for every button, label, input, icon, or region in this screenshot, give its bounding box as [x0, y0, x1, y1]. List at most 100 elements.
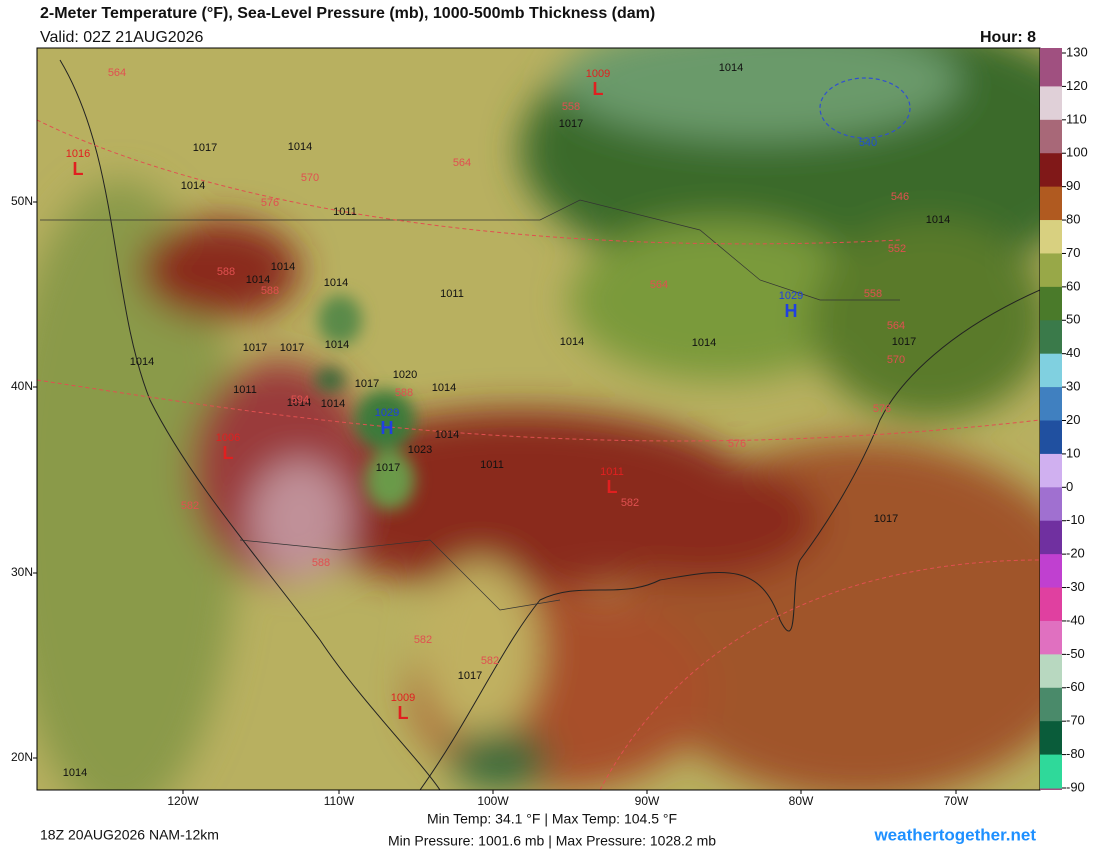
thickness-label: 588: [217, 266, 235, 278]
pressure-center-symbol: L: [398, 703, 409, 723]
pressure-center-value: 1016: [66, 148, 90, 160]
isobar-label: 1014: [324, 277, 348, 289]
colorbar-tick-label: -90: [1066, 779, 1085, 794]
longitude-label: 90W: [635, 794, 660, 808]
coastline: [419, 289, 1040, 790]
isobar-label: 1014: [130, 356, 154, 368]
colorbar: 1301201101009080706050403020100-10-20-30…: [1040, 44, 1088, 794]
isobar-label: 1014: [926, 214, 950, 226]
thickness-label: 582: [181, 500, 199, 512]
coastline: [59, 59, 441, 790]
forecast-hour: Hour: 8: [980, 29, 1036, 46]
longitude-label: 110W: [324, 794, 355, 808]
colorbar-tick-label: -10: [1066, 512, 1085, 527]
map-field: 1009L1016L1029H1029H1006L1011L1009L10141…: [37, 48, 1040, 790]
isobar-label: 1014: [287, 397, 311, 409]
isobar-label: 1014: [435, 429, 459, 441]
colorbar-segment: [1040, 721, 1062, 756]
isobar-label: 1017: [559, 118, 583, 130]
thickness-label: 582: [481, 655, 499, 667]
colorbar-segment: [1040, 86, 1062, 121]
colorbar-segment: [1040, 53, 1062, 87]
isobar-label: 1017: [376, 462, 400, 474]
isobar-label: 1014: [325, 339, 349, 351]
colorbar-segment: [1040, 387, 1062, 421]
thickness-contour: [819, 77, 911, 139]
colorbar-tick-label: 60: [1066, 278, 1080, 293]
colorbar-tick-label: 50: [1066, 312, 1080, 327]
isobar-label: 1014: [719, 62, 743, 74]
latitude-label: 40N: [11, 379, 33, 393]
thickness-label: 582: [414, 634, 432, 646]
longitude-label: 100W: [477, 794, 509, 808]
colorbar-segment: [1040, 453, 1062, 488]
colorbar-segment: [1040, 186, 1062, 221]
latitude-label: 50N: [11, 194, 33, 208]
colorbar-segment: [1040, 687, 1062, 722]
thickness-label: 576: [873, 403, 891, 415]
longitude-label: 70W: [944, 794, 969, 808]
thickness-label: 564: [453, 157, 471, 169]
pressure-center-symbol: L: [593, 79, 604, 99]
temperature-extremes: Min Temp: 34.1 °F | Max Temp: 104.5 °F: [427, 811, 677, 827]
thickness-label: 588: [395, 387, 413, 399]
isobar-label: 1014: [288, 141, 312, 153]
isobar-label: 1014: [271, 261, 295, 273]
isobar-label: 1014: [181, 180, 205, 192]
isobar-label: 1017: [193, 142, 217, 154]
thickness-label: 540: [859, 137, 877, 149]
colorbar-segment: [1040, 654, 1062, 689]
isobar-label: 1017: [355, 378, 379, 390]
colorbar-tick-label: -80: [1066, 746, 1085, 761]
model-run: 18Z 20AUG2026 NAM-12km: [40, 827, 219, 843]
thickness-label: 558: [864, 288, 882, 300]
site-link[interactable]: weathertogether.net: [873, 825, 1036, 844]
terrain-cold-spots: [315, 295, 415, 510]
map-labels: 1009L1016L1029H1029H1006L1011L1009L10141…: [63, 62, 950, 779]
colorbar-tick-label: -20: [1066, 546, 1085, 561]
isobar-label: 1014: [246, 274, 270, 286]
valid-time: Valid: 02Z 21AUG2026: [40, 29, 203, 46]
pressure-center-symbol: L: [607, 477, 618, 497]
colorbar-segment: [1040, 286, 1062, 321]
colorbar-tick-label: 90: [1066, 178, 1080, 193]
isobar-label: 1020: [393, 369, 417, 381]
colorbar-segment: [1040, 353, 1062, 388]
thickness-label: 588: [312, 557, 330, 569]
thickness-contour: [37, 119, 1040, 790]
isobar-label: 1017: [243, 342, 267, 354]
isobar-label: 1011: [233, 384, 257, 396]
thickness-label: 582: [621, 497, 639, 509]
pressure-center-value: 1029: [375, 407, 399, 419]
map-axes: 50N 40N 30N 20N 120W 110W 100W 90W 80W 70W: [11, 194, 969, 808]
pressure-center-value: 1011: [600, 466, 624, 478]
thickness-label: 546: [891, 191, 909, 203]
isobar-label: 1011: [480, 459, 504, 471]
isobar-label: 1017: [458, 670, 482, 682]
pressure-center-symbol: L: [223, 443, 234, 463]
isobar-label: 1011: [440, 288, 464, 300]
pressure-center-value: 1029: [779, 290, 803, 302]
colorbar-tick-label: 130: [1066, 44, 1088, 59]
colorbar-tick-label: 0: [1066, 479, 1073, 494]
colorbar-segment: [1040, 253, 1062, 288]
colorbar-tick-label: -70: [1066, 713, 1085, 728]
pressure-center-symbol: L: [73, 159, 84, 179]
latitude-label: 20N: [11, 750, 33, 764]
isobar-label: 1014: [692, 337, 716, 349]
colorbar-segment: [1040, 153, 1062, 188]
pressure-center-value: 1009: [391, 692, 415, 704]
colorbar-tick-label: 10: [1066, 445, 1080, 460]
colorbar-tick-label: 30: [1066, 379, 1080, 394]
thickness-label: 570: [301, 172, 319, 184]
isobar-label: 1017: [874, 513, 898, 525]
colorbar-segment: [1040, 119, 1062, 154]
colorbar-tick-label: 80: [1066, 211, 1080, 226]
colorbar-segment: [1040, 554, 1062, 589]
thickness-label: 564: [887, 320, 905, 332]
colorbar-tick-label: -30: [1066, 579, 1085, 594]
colorbar-segment: [1040, 620, 1062, 655]
isobar-label: 1014: [432, 382, 456, 394]
longitude-label: 80W: [789, 794, 814, 808]
